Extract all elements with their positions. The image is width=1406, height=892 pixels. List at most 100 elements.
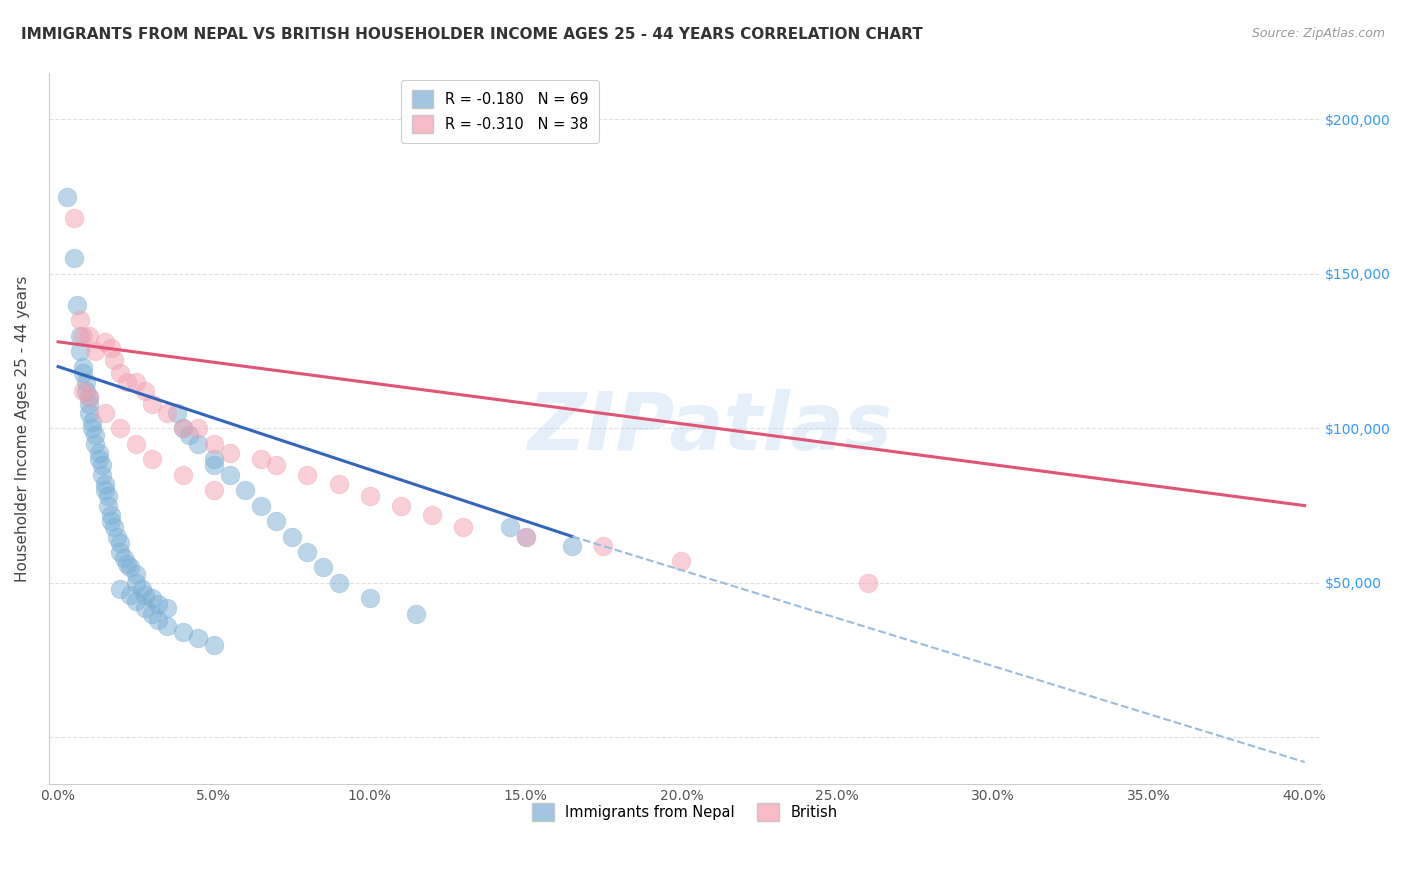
Point xyxy=(134,384,156,399)
Point xyxy=(125,437,148,451)
Point xyxy=(77,406,100,420)
Point xyxy=(141,607,163,621)
Point xyxy=(172,421,194,435)
Point xyxy=(103,353,125,368)
Point xyxy=(141,452,163,467)
Point xyxy=(110,535,132,549)
Point xyxy=(281,529,304,543)
Point xyxy=(90,458,112,473)
Point xyxy=(131,582,153,596)
Point xyxy=(94,483,117,497)
Point xyxy=(62,211,84,226)
Point xyxy=(115,558,138,572)
Point xyxy=(66,298,89,312)
Point xyxy=(202,458,225,473)
Point xyxy=(202,638,225,652)
Point xyxy=(146,613,169,627)
Point xyxy=(87,452,110,467)
Point xyxy=(125,566,148,581)
Point xyxy=(75,384,97,399)
Point xyxy=(94,334,117,349)
Point xyxy=(125,594,148,608)
Point xyxy=(671,554,693,568)
Point xyxy=(187,421,209,435)
Point xyxy=(141,591,163,606)
Point xyxy=(134,588,156,602)
Point xyxy=(451,520,474,534)
Point xyxy=(172,421,194,435)
Point xyxy=(72,328,94,343)
Point xyxy=(389,499,412,513)
Point xyxy=(359,591,381,606)
Point xyxy=(112,551,135,566)
Point xyxy=(77,328,100,343)
Point xyxy=(69,344,91,359)
Point xyxy=(82,415,104,429)
Point xyxy=(110,421,132,435)
Point xyxy=(420,508,443,522)
Point xyxy=(75,375,97,389)
Point xyxy=(103,520,125,534)
Point xyxy=(141,396,163,410)
Point xyxy=(202,483,225,497)
Point xyxy=(202,437,225,451)
Point xyxy=(84,437,107,451)
Point xyxy=(110,582,132,596)
Point xyxy=(156,406,179,420)
Point xyxy=(858,575,880,590)
Point xyxy=(156,619,179,633)
Point xyxy=(77,391,100,405)
Point xyxy=(72,359,94,374)
Point xyxy=(125,575,148,590)
Point xyxy=(72,366,94,380)
Text: ZIPatlas: ZIPatlas xyxy=(527,389,893,467)
Point xyxy=(72,384,94,399)
Point xyxy=(202,452,225,467)
Text: IMMIGRANTS FROM NEPAL VS BRITISH HOUSEHOLDER INCOME AGES 25 - 44 YEARS CORRELATI: IMMIGRANTS FROM NEPAL VS BRITISH HOUSEHO… xyxy=(21,27,922,42)
Point xyxy=(264,514,287,528)
Point xyxy=(264,458,287,473)
Point xyxy=(297,467,319,482)
Point xyxy=(328,575,350,590)
Point xyxy=(77,391,100,405)
Point xyxy=(115,375,138,389)
Point xyxy=(156,600,179,615)
Point xyxy=(69,328,91,343)
Point xyxy=(218,446,240,460)
Text: Source: ZipAtlas.com: Source: ZipAtlas.com xyxy=(1251,27,1385,40)
Point xyxy=(77,396,100,410)
Y-axis label: Householder Income Ages 25 - 44 years: Householder Income Ages 25 - 44 years xyxy=(15,275,30,582)
Point xyxy=(172,625,194,640)
Point xyxy=(233,483,256,497)
Point xyxy=(187,437,209,451)
Point xyxy=(118,588,141,602)
Point xyxy=(561,539,583,553)
Point xyxy=(187,632,209,646)
Point xyxy=(110,545,132,559)
Point xyxy=(100,508,122,522)
Point xyxy=(94,477,117,491)
Point xyxy=(146,598,169,612)
Point xyxy=(166,406,188,420)
Point xyxy=(84,344,107,359)
Point xyxy=(100,341,122,355)
Point xyxy=(105,529,128,543)
Point xyxy=(312,560,335,574)
Point xyxy=(84,427,107,442)
Point xyxy=(499,520,522,534)
Point xyxy=(94,406,117,420)
Point xyxy=(97,499,120,513)
Point xyxy=(172,467,194,482)
Point xyxy=(97,489,120,503)
Point xyxy=(328,477,350,491)
Point xyxy=(69,313,91,327)
Point xyxy=(249,452,271,467)
Point xyxy=(249,499,271,513)
Point xyxy=(90,467,112,482)
Point xyxy=(87,446,110,460)
Point xyxy=(110,366,132,380)
Point xyxy=(177,427,200,442)
Point xyxy=(56,189,79,203)
Point xyxy=(100,514,122,528)
Point xyxy=(359,489,381,503)
